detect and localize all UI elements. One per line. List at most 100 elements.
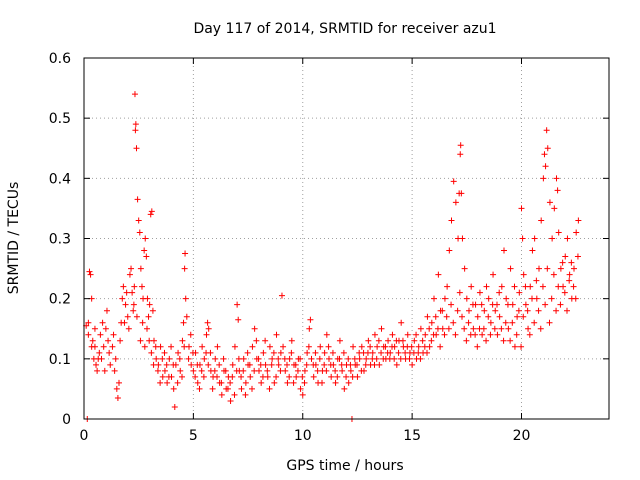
- data-point: [133, 145, 140, 152]
- data-point: [501, 247, 507, 254]
- data-point: [531, 235, 538, 242]
- data-point: [543, 127, 550, 134]
- data-point: [269, 355, 276, 362]
- data-point: [507, 337, 514, 344]
- data-point: [175, 349, 182, 356]
- x-axis-label: GPS time / hours: [286, 458, 403, 474]
- data-point: [474, 343, 481, 350]
- data-point: [525, 325, 532, 332]
- data-point: [126, 271, 133, 278]
- data-point: [131, 283, 138, 290]
- data-point: [536, 265, 542, 272]
- data-point: [170, 361, 177, 368]
- data-point: [548, 295, 555, 302]
- data-point: [326, 355, 332, 362]
- data-point: [566, 271, 573, 278]
- data-point: [365, 337, 372, 344]
- data-point: [124, 313, 131, 320]
- data-point: [141, 247, 148, 254]
- data-point: [389, 331, 396, 338]
- data-point: [573, 229, 580, 236]
- data-point: [574, 253, 581, 260]
- data-point: [135, 217, 142, 224]
- data-point: [448, 217, 455, 224]
- data-point: [301, 367, 308, 374]
- data-point: [299, 373, 306, 380]
- data-point: [222, 367, 229, 374]
- data-point: [303, 361, 310, 368]
- data-point: [249, 343, 256, 350]
- data-point: [553, 175, 560, 182]
- data-point: [371, 331, 378, 338]
- data-point: [114, 394, 121, 401]
- data-point: [437, 343, 444, 350]
- data-point: [511, 343, 518, 350]
- data-point: [91, 325, 98, 332]
- data-point: [204, 319, 211, 326]
- data-point: [483, 337, 490, 344]
- data-point: [441, 295, 448, 302]
- data-point: [102, 325, 109, 332]
- data-point: [144, 295, 151, 302]
- chart-title: Day 117 of 2014, SRMTID for receiver azu…: [193, 21, 496, 37]
- data-point: [492, 307, 499, 314]
- data-point: [109, 343, 116, 350]
- data-point: [224, 385, 231, 392]
- data-point: [375, 337, 382, 344]
- data-point: [559, 259, 566, 266]
- data-point: [161, 367, 168, 374]
- data-point: [139, 319, 146, 326]
- data-point: [181, 265, 188, 272]
- data-point: [89, 337, 96, 344]
- data-point: [435, 271, 442, 278]
- data-point: [554, 187, 561, 194]
- data-point: [409, 361, 416, 368]
- data-point: [168, 343, 175, 350]
- data-point: [189, 349, 196, 356]
- data-point: [218, 391, 225, 398]
- data-point: [456, 289, 463, 296]
- data-point: [465, 319, 472, 326]
- data-point: [194, 361, 201, 368]
- data-point: [273, 373, 280, 380]
- data-point: [389, 343, 395, 350]
- data-point: [145, 313, 152, 320]
- data-point: [568, 259, 575, 266]
- data-point: [422, 331, 429, 338]
- data-point: [546, 199, 553, 206]
- data-point: [336, 355, 343, 362]
- data-point: [432, 313, 439, 320]
- data-point: [544, 145, 551, 152]
- data-point: [452, 331, 459, 338]
- data-point: [214, 343, 221, 350]
- data-point: [507, 265, 514, 272]
- data-point: [293, 373, 300, 380]
- data-point: [358, 367, 365, 374]
- data-point: [196, 385, 203, 392]
- data-point: [192, 373, 199, 380]
- data-point: [99, 319, 106, 326]
- data-point: [122, 301, 129, 308]
- data-point: [278, 292, 285, 299]
- data-point: [426, 325, 433, 332]
- data-point: [374, 343, 381, 350]
- data-point: [260, 349, 267, 356]
- y-tick-label: 0.5: [49, 111, 71, 127]
- data-point: [469, 301, 476, 308]
- x-tick-label: 0: [80, 428, 89, 444]
- data-point: [306, 325, 313, 332]
- x-tick-labels: 0 5 10 15 20: [80, 428, 531, 444]
- data-point: [533, 277, 540, 284]
- data-point: [307, 316, 314, 323]
- data-point: [463, 295, 470, 302]
- data-point: [251, 325, 258, 332]
- data-point: [538, 217, 545, 224]
- data-point: [288, 349, 295, 356]
- data-point: [406, 355, 413, 362]
- data-point: [325, 343, 332, 350]
- data-point: [339, 367, 346, 374]
- data-point: [544, 265, 551, 272]
- data-point: [461, 265, 468, 272]
- data-point: [518, 205, 525, 212]
- data-point: [194, 379, 201, 386]
